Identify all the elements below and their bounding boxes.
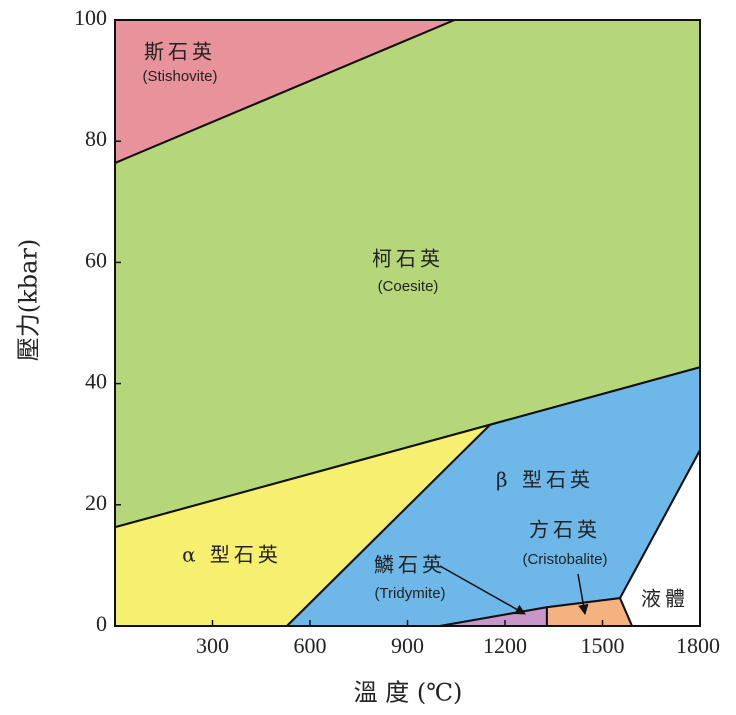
region-label-en: (Coesite) xyxy=(378,278,439,295)
x-tick-label: 600 xyxy=(294,633,327,658)
region-label: 柯石英 xyxy=(372,247,444,271)
regions xyxy=(114,19,701,627)
y-tick-label: 40 xyxy=(85,369,107,394)
y-tick-label: 80 xyxy=(85,126,107,151)
region-label: α 型石英 xyxy=(182,543,282,567)
region-label: 鱗石英 xyxy=(374,553,446,577)
region-label: 方石英 xyxy=(529,518,601,542)
region-label: β 型石英 xyxy=(496,468,594,492)
y-tick-label: 100 xyxy=(74,5,107,30)
x-axis-label: 溫 度 (℃) xyxy=(354,679,463,707)
x-tick-label: 1500 xyxy=(581,633,625,658)
region-label-en: (Cristobalite) xyxy=(522,551,607,568)
x-tick-label: 300 xyxy=(196,633,229,658)
arrow xyxy=(439,565,526,615)
region-label: 液體 xyxy=(641,587,689,611)
x-tick-label: 1200 xyxy=(483,633,527,658)
arrow xyxy=(577,573,589,616)
x-tick-label: 900 xyxy=(391,633,424,658)
x-tick-label: 1800 xyxy=(676,633,720,658)
region-label-en: (Tridymite) xyxy=(374,585,445,602)
region-label: 斯石英 xyxy=(144,40,216,64)
y-tick-label: 20 xyxy=(85,490,107,515)
y-tick-label: 0 xyxy=(96,611,107,636)
y-tick-label: 60 xyxy=(85,247,107,272)
region-label-en: (Stishovite) xyxy=(142,68,217,85)
y-axis-label: 壓力(kbar) xyxy=(15,239,43,361)
